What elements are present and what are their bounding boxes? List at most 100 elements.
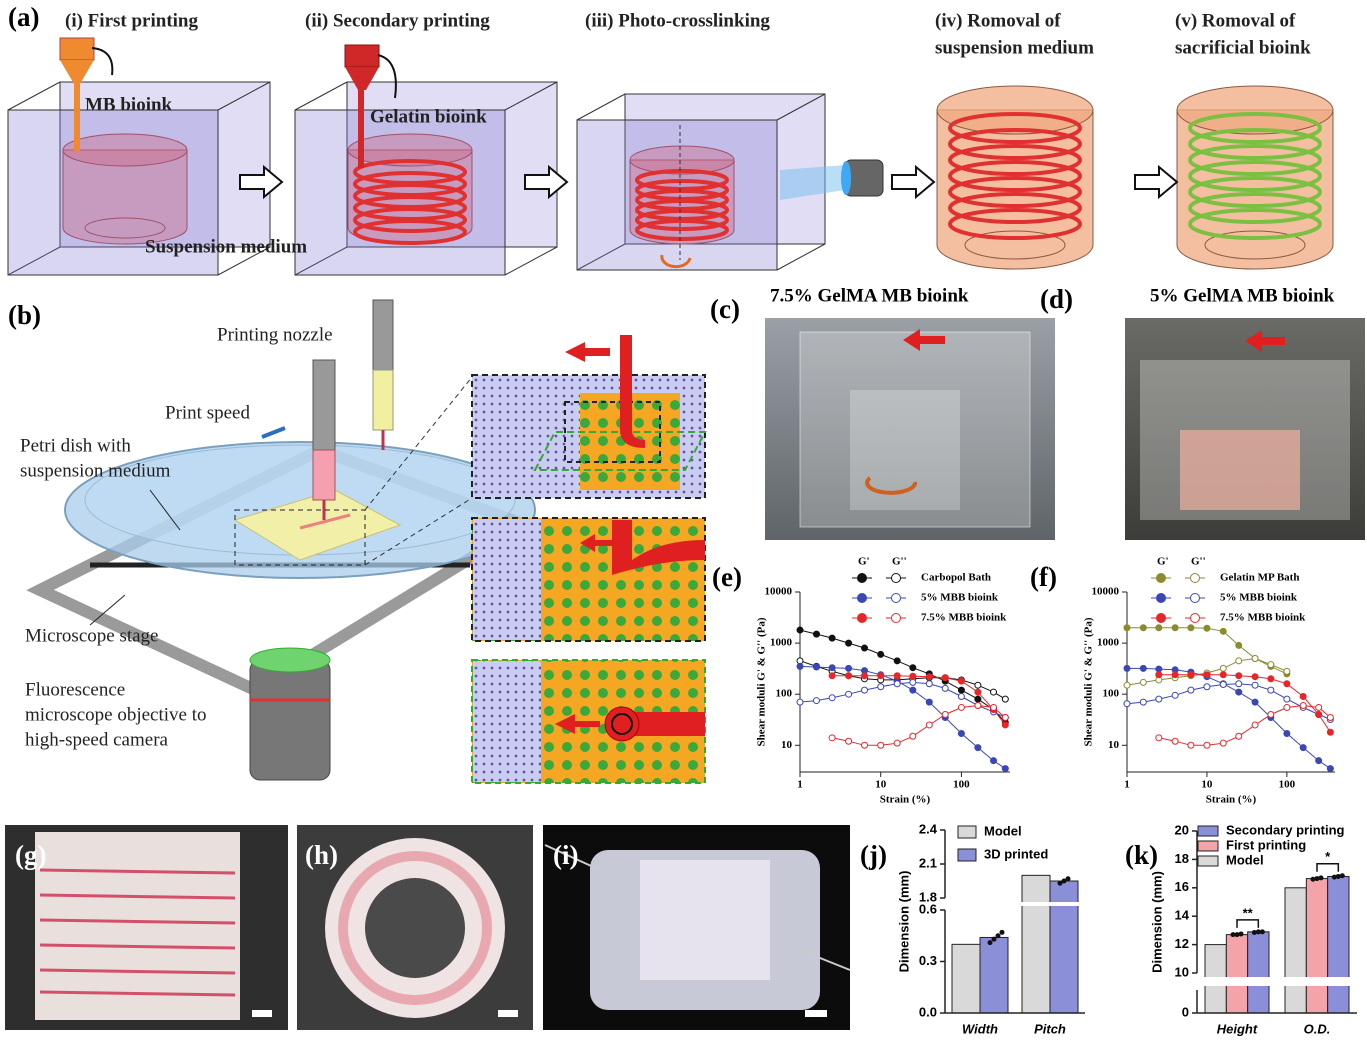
data-point [925,698,933,706]
cylinder-top [629,145,735,175]
inner-ring [84,217,166,239]
y-tick-label: 1000 [770,637,793,649]
data-point [974,744,982,752]
x-tick-label: 100 [1279,779,1296,791]
x-tick-label: Height [1217,1021,1258,1036]
x-tick-label: 10 [875,779,887,791]
annotation: Petri dish with [20,435,131,456]
series-line [1127,627,1288,675]
tube [544,844,601,871]
legend-swatch [1197,825,1219,837]
legend-marker [1156,613,1166,623]
data-point [796,662,804,670]
data-point [893,672,901,680]
replicate-point [1255,929,1261,935]
data-point [1251,698,1259,706]
y-tick-label: 10 [1175,964,1189,979]
legend-label: 5% MBB bioink [1220,592,1298,604]
filament [353,207,467,233]
cylinder-top [62,133,188,167]
replicate-point [995,933,1001,939]
legend-marker [891,573,901,583]
tube [799,949,851,971]
significance-label: * [1325,849,1331,864]
filament [1188,192,1322,224]
filament [39,968,236,975]
data-point [974,695,982,703]
data-point [845,639,853,647]
pointer [149,489,181,531]
filament [1188,176,1322,208]
box-edge [776,243,826,271]
data-point [861,644,869,652]
move-arrow [555,714,600,734]
scale-bar [498,1010,518,1017]
step-title: (v) Romoval of [1175,10,1296,31]
data-point [1235,641,1243,649]
move-arrow [565,342,610,362]
legend-label: Model [1226,852,1264,867]
data-point [1203,741,1211,749]
cylinder-top [936,85,1094,135]
data-point [1171,737,1179,745]
data-point [1326,728,1334,736]
y-tick-label: 14 [1175,908,1190,923]
zoom-region [234,509,366,566]
data-point [796,698,804,706]
x-tick-label: 100 [953,779,970,791]
data-point [861,741,869,749]
rotation [865,476,918,495]
data-point [1001,713,1009,721]
data-point [990,688,998,696]
data-point [1235,672,1243,680]
box-edge [294,246,348,276]
legend-label: 7.5% MBB bioink [921,612,1007,624]
panel-label: (g) [15,840,46,870]
data-point [828,672,836,680]
cylinder [62,149,188,245]
legend-marker [1190,613,1200,623]
legend-label: 3D printed [984,846,1048,861]
syringe-ink [372,369,394,431]
y-tick-label: 10000 [765,586,793,598]
annotation: Gelatin bioink [370,106,487,127]
data-point [812,630,820,638]
box-front [7,109,219,276]
x-axis-title: Strain (%) [1206,794,1257,806]
data-point [1315,711,1323,719]
data-point [1283,695,1291,703]
data-point [974,681,982,689]
box-edge [504,246,558,276]
filament [635,219,729,241]
lamp-lens [841,161,851,195]
data-point [1219,664,1227,672]
bar [1225,934,1249,1014]
data-point [909,732,917,740]
replicate-point [1065,876,1071,882]
data-point [828,694,836,702]
data-point [1251,673,1259,681]
data-point [1235,657,1243,665]
data-point [1203,683,1211,691]
legend-swatch [957,825,977,839]
data-point [845,690,853,698]
annotation: high-speed camera [25,729,169,750]
legend-label: Gelatin MP Bath [1220,572,1299,584]
replicate-point [987,940,993,946]
legend-label: 7.5% MBB bioink [1220,612,1306,624]
filament-core [611,713,633,735]
data-point [845,737,853,745]
step-title: sacrificial bioink [1175,37,1311,58]
syringe [312,359,336,461]
replicate-point [1331,874,1337,880]
annotation: Suspension medium [145,236,307,257]
medium-region [473,519,541,640]
x-axis-title: Strain (%) [880,794,931,806]
nozzle-tip [345,67,379,90]
bar [1284,887,1307,1014]
data-point [909,678,917,686]
box-front [576,119,778,271]
panel-label: (i) [553,840,578,870]
y-tick-label: 2.4 [919,821,938,836]
